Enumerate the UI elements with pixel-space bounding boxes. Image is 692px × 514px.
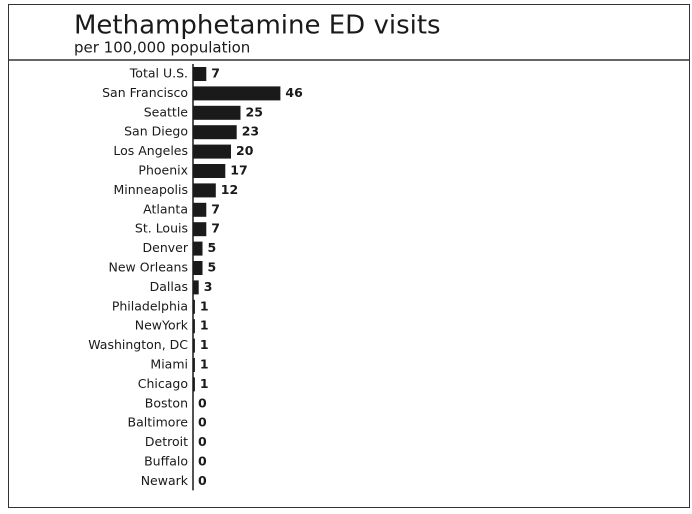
category-label: Phoenix [138,163,188,178]
category-label: St. Louis [135,221,188,236]
bar [193,67,207,81]
category-label: Atlanta [143,201,188,216]
bar [193,164,226,178]
category-label: Baltimore [128,415,189,430]
category-label: Minneapolis [114,182,189,197]
value-label: 1 [200,376,209,391]
bar [193,202,207,217]
value-label: 1 [200,298,209,313]
bar [193,319,195,334]
value-label: 0 [198,473,207,488]
bar [193,125,237,140]
category-label: Philadelphia [112,298,188,313]
bar [193,222,207,237]
category-label: San Francisco [102,85,188,100]
frame [8,4,690,508]
bar [193,358,195,372]
category-label: Dallas [150,279,188,294]
category-label: Chicago [138,376,188,391]
category-label: Detroit [145,434,188,449]
value-label: 5 [208,240,217,255]
category-label: New Orleans [109,260,188,275]
value-label: 7 [211,221,220,236]
value-label: 0 [198,454,207,469]
value-label: 7 [211,66,220,81]
value-label: 7 [211,201,220,216]
category-label: Total U.S. [129,66,188,81]
bar [193,86,281,101]
category-label: Denver [143,240,189,255]
bar [193,183,216,198]
category-label: Buffalo [144,454,188,469]
value-label: 1 [200,357,209,372]
category-label: Boston [145,395,188,410]
chart-title: Methamphetamine ED visits [74,11,441,41]
value-label: 46 [285,85,303,100]
value-label: 1 [200,337,209,352]
category-label: Newark [141,473,189,488]
bar [193,299,195,314]
bar [193,241,203,256]
category-label: Washington, DC [88,337,188,352]
value-label: 17 [230,163,247,178]
bar [193,280,199,295]
bar [193,377,195,392]
category-label: San Diego [124,124,188,139]
value-label: 0 [198,415,207,430]
value-label: 0 [198,395,207,410]
category-label: Miami [150,357,188,372]
category-label: Seattle [144,104,189,119]
bar [193,261,203,275]
category-label: NewYork [135,318,189,333]
bar [193,105,241,120]
value-label: 5 [208,260,217,275]
value-label: 23 [242,124,259,139]
value-label: 1 [200,318,209,333]
value-label: 20 [236,143,254,158]
bar [193,338,195,353]
value-label: 0 [198,434,207,449]
value-label: 12 [221,182,238,197]
value-label: 25 [246,104,263,119]
value-label: 3 [204,279,213,294]
category-label: Los Angeles [113,143,188,158]
bar [193,144,231,159]
chart-subtitle: per 100,000 population [74,39,250,57]
